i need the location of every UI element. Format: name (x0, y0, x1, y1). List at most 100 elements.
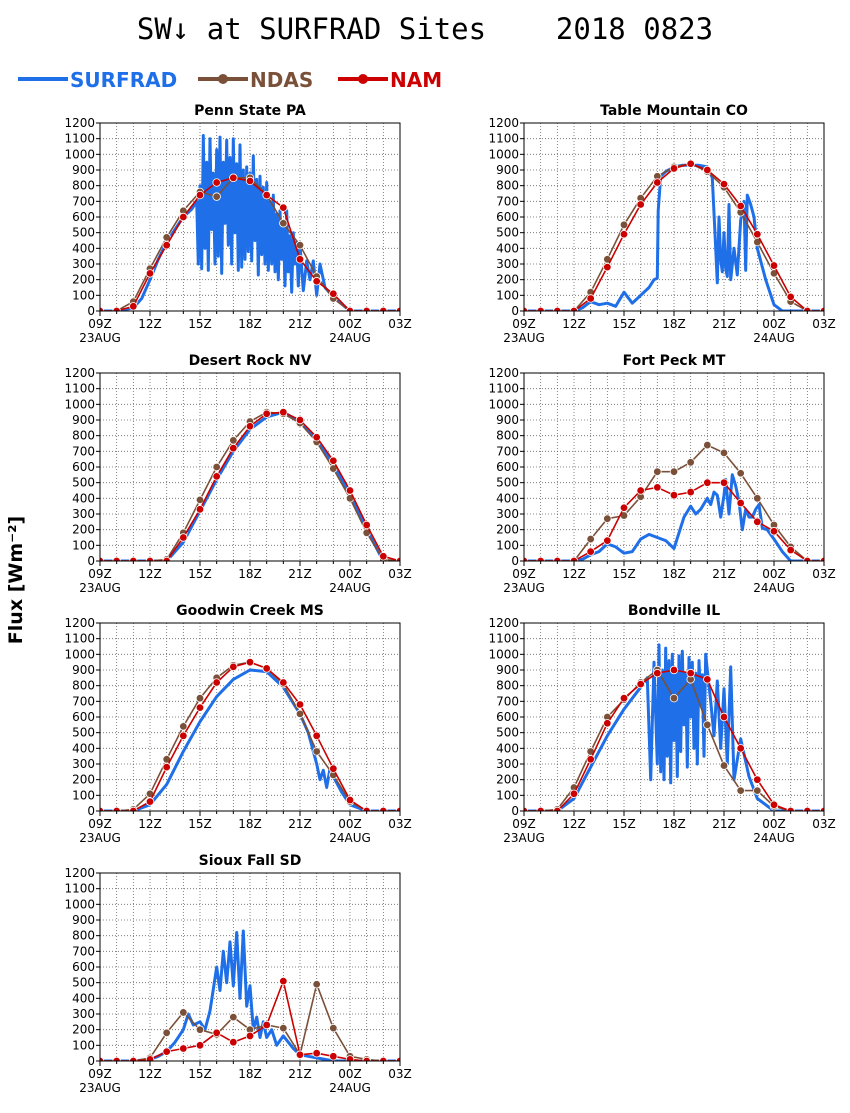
data-point (703, 720, 712, 730)
y-tick-label: 200 (496, 773, 519, 787)
legend-label: SURFRAD (70, 68, 177, 92)
y-tick-label: 300 (496, 507, 519, 521)
series-line-surfrad (524, 643, 824, 811)
y-tick-label: 700 (72, 194, 95, 208)
x-tick-label: 03Z (812, 317, 836, 331)
y-tick-label: 500 (496, 476, 519, 490)
data-point (229, 1037, 238, 1047)
data-point (586, 534, 595, 544)
y-tick-label: 700 (72, 944, 95, 958)
y-tick-label: 400 (72, 491, 95, 505)
grid (100, 623, 400, 811)
data-point (669, 665, 679, 675)
data-point (786, 292, 795, 302)
x-tick-sublabel: 23AUG (79, 831, 121, 845)
x-tick-sublabel: 24AUG (753, 581, 795, 595)
data-point (329, 1023, 338, 1033)
y-tick-label: 1100 (64, 882, 95, 896)
x-tick-sublabel: 24AUG (329, 331, 371, 345)
x-tick-label: 03Z (388, 317, 412, 331)
legend-marker (358, 74, 368, 84)
y-tick-label: 1200 (488, 366, 519, 380)
data-point (279, 1023, 288, 1033)
y-tick-label: 1000 (488, 397, 519, 411)
x-tick-label: 00Z (338, 567, 362, 581)
data-point (295, 240, 305, 250)
data-point (279, 407, 288, 417)
data-point (145, 269, 155, 278)
x-tick-label: 03Z (812, 817, 836, 831)
x-tick-label: 09Z (88, 567, 112, 581)
y-tick-label: 300 (72, 1007, 95, 1021)
data-point (603, 536, 612, 545)
plot-frame (99, 872, 401, 1062)
data-point (245, 422, 255, 431)
plot-frame (523, 372, 825, 562)
y-tick-label: 700 (496, 194, 519, 208)
y-tick-label: 500 (72, 226, 95, 240)
data-point (619, 220, 629, 230)
y-tick-label: 1000 (64, 647, 95, 661)
data-point (753, 230, 762, 239)
y-tick-label: 1200 (488, 116, 519, 130)
data-point (653, 483, 662, 492)
data-point (129, 302, 138, 311)
x-tick-sublabel: 24AUG (329, 831, 371, 845)
data-point (329, 456, 338, 465)
y-axis-label-text: Flux [Wm⁻²] (5, 516, 27, 644)
data-point (329, 1052, 338, 1061)
data-point (586, 755, 595, 764)
y-tick-label: 0 (87, 554, 95, 568)
data-point (345, 795, 355, 805)
data-point (312, 277, 321, 286)
plot-frame (99, 372, 401, 562)
panel-title: Sioux Fall SD (199, 853, 302, 869)
data-point (719, 712, 729, 722)
data-point (769, 527, 779, 536)
data-point (195, 190, 205, 200)
y-tick-label: 0 (511, 304, 519, 318)
data-point (162, 1028, 171, 1037)
x-tick-label: 18Z (238, 1067, 262, 1081)
panel-title: Goodwin Creek MS (176, 603, 324, 619)
grid (524, 123, 824, 311)
data-point (312, 433, 321, 442)
data-point (719, 761, 729, 770)
y-tick-label: 1100 (64, 382, 95, 396)
data-point (703, 675, 712, 684)
data-point (786, 545, 795, 555)
data-point (636, 486, 645, 495)
x-tick-label: 03Z (388, 567, 412, 581)
data-point (145, 797, 155, 806)
y-tick-label: 800 (496, 429, 519, 443)
y-tick-label: 900 (72, 663, 95, 677)
y-tick-label: 800 (72, 179, 95, 193)
x-tick-label: 12Z (562, 567, 586, 581)
plot-frame (523, 122, 825, 312)
data-point (769, 800, 779, 809)
y-tick-label: 600 (72, 460, 95, 474)
y-tick-label: 100 (72, 788, 95, 802)
x-tick-label: 21Z (288, 817, 312, 831)
data-point (586, 294, 595, 303)
data-point (229, 662, 238, 672)
data-point (195, 693, 205, 703)
page-title: SW↓ at SURFRAD Sites 2018 0823 (136, 12, 714, 46)
series-line-surfrad (524, 473, 824, 561)
panel-title: Penn State PA (194, 103, 306, 119)
panel-title: Table Mountain CO (600, 103, 748, 119)
y-tick-label: 200 (72, 273, 95, 287)
data-point (162, 240, 171, 250)
x-tick-label: 21Z (288, 317, 312, 331)
grid (524, 373, 824, 561)
y-tick-label: 400 (496, 491, 519, 505)
x-tick-label: 15Z (188, 317, 212, 331)
data-point (686, 487, 695, 497)
y-tick-label: 500 (72, 476, 95, 490)
y-tick-label: 900 (496, 663, 519, 677)
data-point (669, 490, 679, 500)
plot-frame (523, 622, 825, 812)
data-point (179, 1008, 188, 1017)
